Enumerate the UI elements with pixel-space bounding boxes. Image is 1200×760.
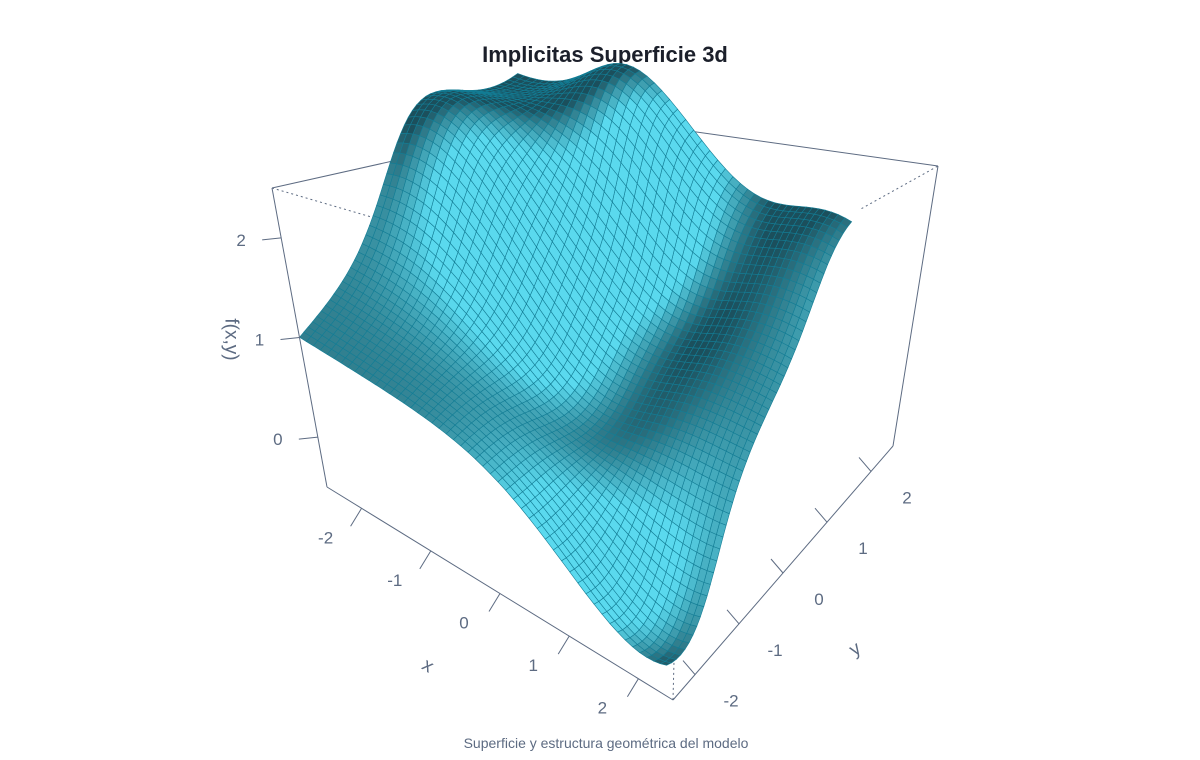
y-tick — [814, 507, 828, 523]
hidden-edge-top-front-right — [861, 165, 939, 210]
x-tick — [557, 635, 570, 655]
z-tick — [280, 337, 300, 340]
y-tick — [858, 457, 872, 472]
y-tick — [682, 660, 696, 675]
y-tick-label: 1 — [858, 539, 867, 558]
x-tick-label: 2 — [598, 699, 607, 718]
x-tick-label: -1 — [387, 571, 402, 590]
z-tick-label: 2 — [236, 231, 245, 250]
z-axis-label: f(x,y) — [221, 318, 242, 360]
box-edge-right-vertical — [892, 165, 939, 447]
x-tick-label: 1 — [528, 656, 537, 675]
y-tick-label: -2 — [723, 692, 738, 711]
chart-caption: Superficie y estructura geométrica del m… — [463, 735, 749, 751]
x-axis-label: x — [418, 655, 438, 678]
y-tick — [770, 558, 784, 574]
x-tick-label: -2 — [318, 528, 333, 547]
y-tick-label: -1 — [767, 641, 782, 660]
chart-title: Implicitas Superficie 3d — [482, 42, 728, 67]
y-tick-label: 0 — [814, 590, 823, 609]
y-tick — [726, 609, 740, 625]
z-tick-label: 0 — [273, 430, 282, 449]
z-tick — [298, 436, 318, 440]
y-tick-label: 2 — [902, 488, 911, 507]
z-tick-label: 1 — [255, 331, 264, 350]
x-tick — [488, 593, 501, 612]
x-tick — [419, 550, 432, 570]
x-tick — [350, 508, 363, 527]
surface-mesh — [299, 63, 853, 666]
surface-facet — [512, 73, 525, 80]
y-axis-label: y — [846, 638, 866, 661]
z-tick — [262, 237, 282, 241]
x-tick — [626, 678, 639, 697]
x-tick-label: 0 — [459, 614, 468, 633]
axis-ticks: -2 -1 0 1 2 x -2 -1 0 1 2 y 0 1 2 f(x,y) — [221, 231, 912, 718]
